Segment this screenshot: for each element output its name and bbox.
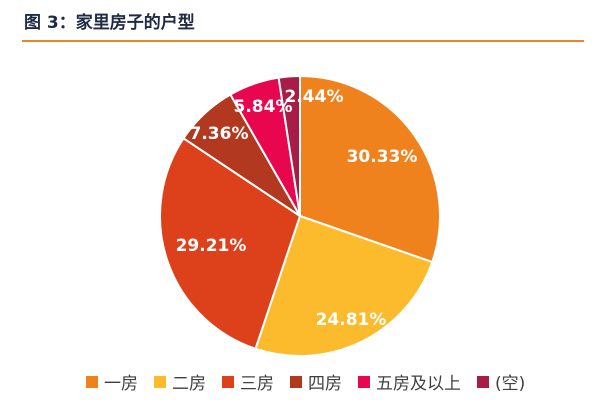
legend-label: 四房 [308,374,342,394]
pie-slice-one-room [299,75,441,264]
legend-item-four-rooms: 四房 [290,369,342,394]
data-label-four-rooms: 7.36% [190,124,249,144]
pie-slice-blank [277,74,301,217]
data-label-three-rooms: 29.21% [176,236,247,256]
legend-item-blank: (空) [477,369,525,394]
legend-label: (空) [495,374,526,394]
legend-swatch [86,375,98,388]
legend-swatch [358,375,370,388]
title-underline [22,40,584,42]
legend-label: 五房及以上 [376,374,461,394]
legend-swatch [477,375,489,388]
figure-title: 图 3：家里房子的户型 [24,13,195,33]
data-label-two-rooms: 24.81% [316,310,387,330]
legend-item-one-room: 一房 [86,369,138,394]
legend-item-three-rooms: 三房 [222,369,274,394]
legend-label: 三房 [240,374,274,394]
legend-item-two-rooms: 二房 [154,369,206,394]
legend: 一房 二房 三房 四房 五房及以上 (空) [86,369,525,394]
pie-slice-three-rooms [159,137,301,350]
legend-item-five-plus-rooms: 五房及以上 [358,369,461,394]
data-label-five-plus-rooms: 5.84% [234,97,293,117]
data-label-one-room: 30.33% [347,147,418,167]
data-label-blank: 2.44% [285,87,344,107]
legend-swatch [290,375,302,388]
legend-label: 二房 [172,374,206,394]
pie-slice-two-rooms [254,215,434,357]
legend-label: 一房 [104,374,138,394]
legend-swatch [154,375,166,388]
legend-swatch [222,375,234,388]
